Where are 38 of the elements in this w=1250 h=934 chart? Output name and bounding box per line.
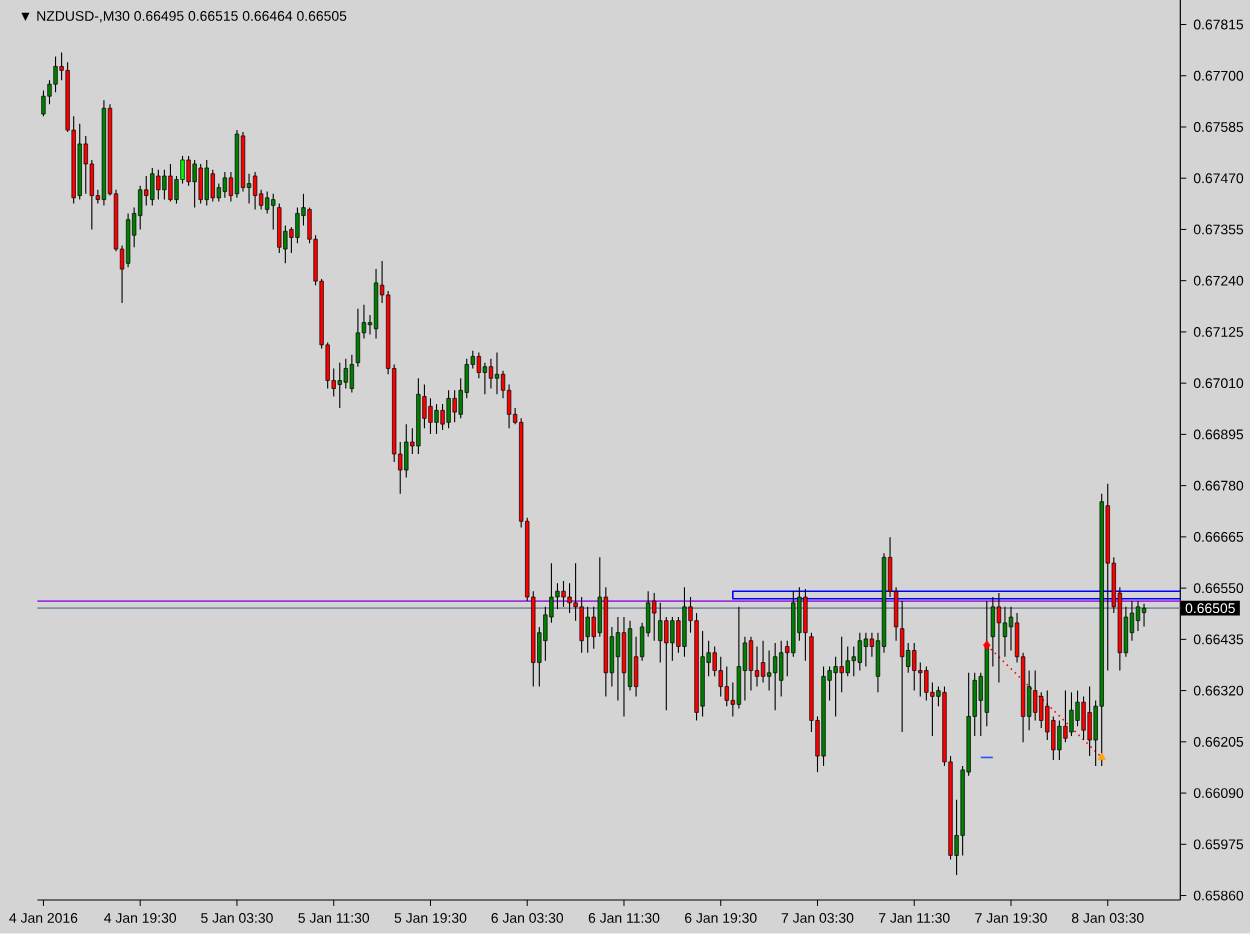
candlestick <box>682 586 687 658</box>
candlestick <box>150 167 155 206</box>
candlestick <box>1063 690 1068 743</box>
candlestick <box>1033 670 1038 722</box>
candlestick <box>168 163 173 202</box>
candlestick <box>252 171 258 211</box>
candlestick <box>162 169 167 201</box>
candlestick <box>488 358 494 390</box>
candlestick <box>833 656 838 718</box>
candlestick <box>1141 603 1147 628</box>
candlestick <box>748 636 754 692</box>
candlestick <box>857 632 862 672</box>
candlestick <box>1069 691 1074 737</box>
candlestick <box>222 171 228 199</box>
candlestick <box>670 616 675 662</box>
candlestick <box>561 580 566 608</box>
candlestick <box>863 632 869 668</box>
candlestick <box>434 403 439 435</box>
candlestick <box>204 159 209 206</box>
candlestick <box>615 616 621 701</box>
candlestick <box>839 636 844 693</box>
candlestick <box>851 646 856 677</box>
candlestick <box>337 362 342 409</box>
candlestick <box>452 389 457 423</box>
candlestick <box>736 606 742 710</box>
candlestick <box>494 351 500 395</box>
candlestick <box>446 389 451 429</box>
candlestick <box>760 640 766 684</box>
candlestick <box>621 616 627 718</box>
candlestick <box>912 642 917 692</box>
candlestick <box>585 606 590 654</box>
candlestick <box>192 159 197 209</box>
candlestick <box>773 642 778 711</box>
candlestick <box>482 362 488 395</box>
candlestick <box>198 163 203 205</box>
candlestick <box>373 268 379 340</box>
candlestick <box>156 169 161 201</box>
candlestick <box>210 169 215 202</box>
